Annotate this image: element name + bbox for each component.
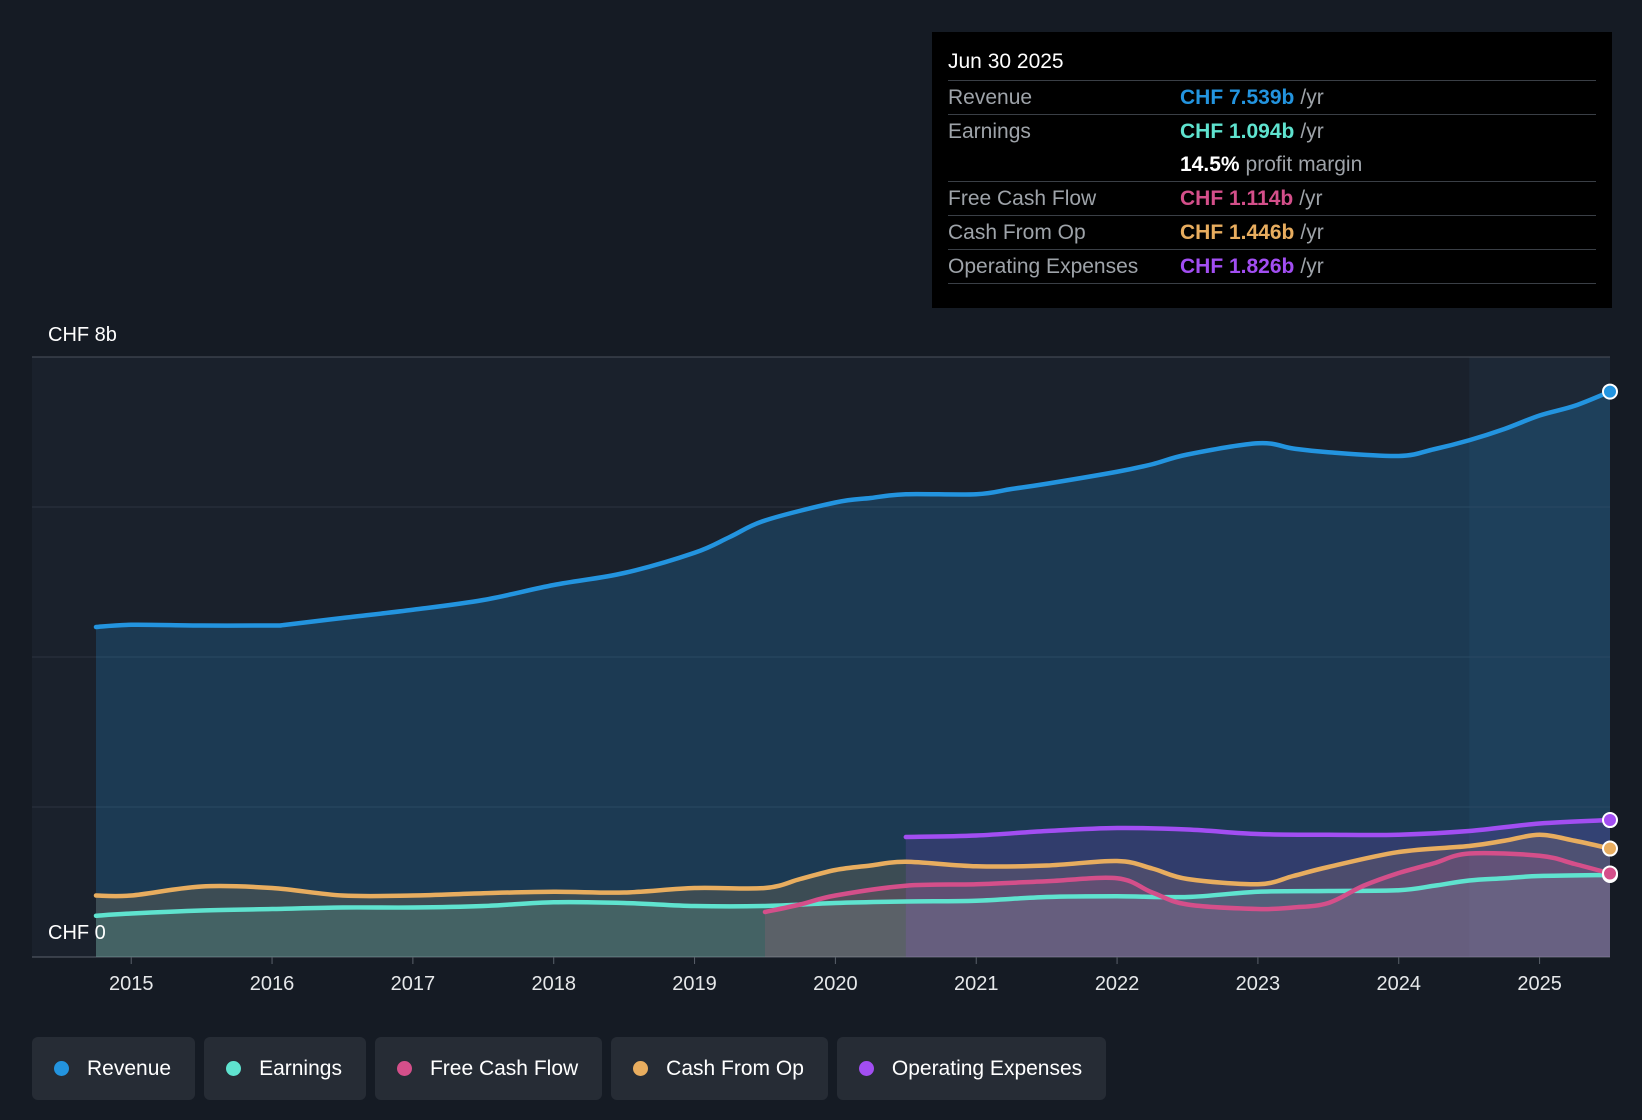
line-cash-from-op [93,832,1613,899]
legend-item-revenue[interactable]: Revenue [32,1037,196,1100]
endpoint-cash-from-op [1602,840,1618,857]
tooltip-unit: /yr [1300,86,1324,109]
y-axis-bottom-label: CHF 0 [48,922,106,944]
tooltip-unit: /yr [1300,255,1324,278]
legend-dot-icon [226,1061,242,1076]
x-tick-label: 2022 [1095,973,1140,995]
tooltip-row-revenue: Revenue CHF 7.539b /yr [948,81,1596,115]
tooltip-value: CHF 1.114b [1180,187,1294,210]
area-operating-expenses [905,820,1610,957]
tooltip-unit: /yr [1300,221,1324,244]
x-tick-label: 2020 [813,973,858,995]
endpoint-revenue [1602,383,1618,400]
area-cash-from-op [96,834,1610,957]
series-endpoints [1602,383,1618,883]
profit-margin-value: 14.5% [1180,153,1240,176]
legend-label: Free Cash Flow [429,1056,579,1080]
tooltip-value: CHF 1.094b [1180,120,1295,143]
tooltip-value: CHF 1.446b [1180,221,1295,244]
legend-item-operating-expenses[interactable]: Operating Expenses [836,1037,1107,1100]
legend-item-free-cash-flow[interactable]: Free Cash Flow [374,1037,603,1100]
tooltip-value: CHF 1.826b [1180,255,1295,278]
legend-dot-icon [633,1061,649,1076]
tooltip-label: Cash From Op [948,221,1086,244]
legend: Revenue Earnings Free Cash Flow Cash Fro… [32,1037,1107,1100]
x-tick-label: 2015 [109,973,154,995]
tooltip-row-operating-expenses: Operating Expenses CHF 1.826b /yr [948,250,1596,284]
tooltip-row-cash-from-op: Cash From Op CHF 1.446b /yr [948,216,1596,250]
endpoint-operating-expenses [1602,812,1618,829]
legend-label: Operating Expenses [891,1056,1083,1080]
series-areas [96,391,1610,957]
tooltip-date: Jun 30 2025 [948,46,1596,81]
line-earnings [93,872,1613,918]
tooltip-row-free-cash-flow: Free Cash Flow CHF 1.114b /yr [948,182,1596,216]
y-axis-top-label: CHF 8b [48,324,117,346]
tooltip-label: Revenue [948,86,1033,109]
legend-label: Revenue [87,1056,172,1080]
area-revenue [96,391,1610,957]
x-tick-label: 2017 [391,973,436,995]
tooltip-row-earnings: Earnings CHF 1.094b /yr [948,115,1596,148]
x-tick-label: 2016 [250,973,295,995]
line-revenue [93,389,1613,630]
line-free-cash-flow [762,850,1613,915]
legend-dot-icon [858,1061,874,1076]
series-lines [93,389,1613,918]
endpoint-free-cash-flow [1602,865,1618,882]
tooltip-value: CHF 7.539b [1180,86,1295,109]
tooltip-label: Free Cash Flow [948,187,1097,210]
legend-label: Cash From Op [666,1056,804,1080]
legend-label: Earnings [259,1056,342,1080]
line-operating-expenses [903,817,1613,840]
x-tick-label: 2018 [531,973,576,995]
x-tick-label: 2024 [1376,973,1421,995]
tooltip-unit: /yr [1299,187,1323,210]
x-tick-label: 2019 [672,973,717,995]
legend-item-earnings[interactable]: Earnings [204,1037,366,1100]
grid-lines [32,356,1610,958]
tooltip: Jun 30 2025 Revenue CHF 7.539b /yr Earni… [932,32,1612,308]
x-tick-label: 2021 [954,973,999,995]
x-tick-label: 2025 [1517,973,1562,995]
tooltip-row-profit-margin: 14.5% profit margin [948,148,1596,182]
legend-dot-icon [396,1061,412,1076]
legend-item-cash-from-op[interactable]: Cash From Op [611,1037,828,1100]
profit-margin-text: profit margin [1245,153,1363,176]
tooltip-unit: /yr [1300,120,1324,143]
legend-dot-icon [54,1061,69,1076]
x-axis: 2015 2016 2017 2018 2019 2020 2021 2022 2023 2024… [109,957,1562,995]
x-tick-label: 2023 [1236,973,1281,995]
tooltip-label: Earnings [948,120,1031,143]
tooltip-label: Operating Expenses [948,255,1139,278]
